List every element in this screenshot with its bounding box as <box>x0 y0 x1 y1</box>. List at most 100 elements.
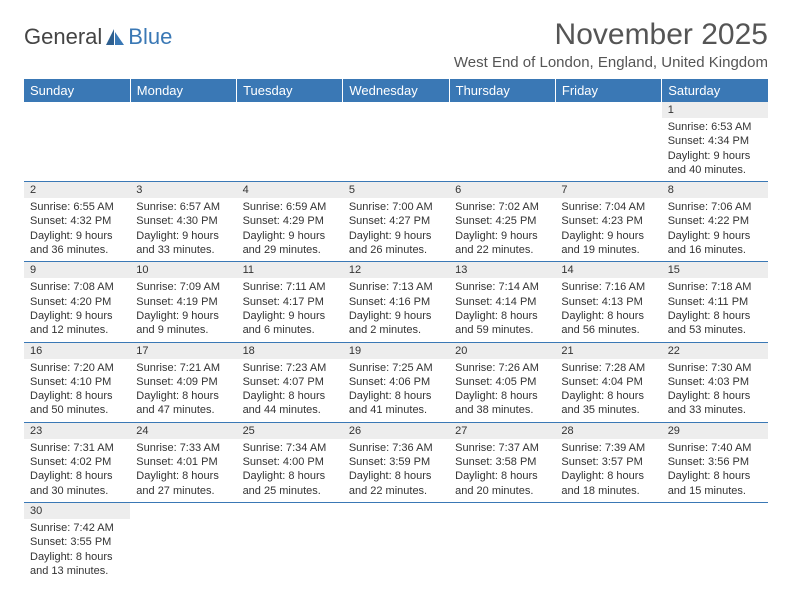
page-title: November 2025 <box>454 18 768 52</box>
day-number: 4 <box>237 182 343 198</box>
calendar-cell: 2Sunrise: 6:55 AMSunset: 4:32 PMDaylight… <box>24 182 130 262</box>
calendar-cell <box>130 502 236 582</box>
day-number: 24 <box>130 423 236 439</box>
calendar-cell: 13Sunrise: 7:14 AMSunset: 4:14 PMDayligh… <box>449 262 555 342</box>
calendar-cell: 30Sunrise: 7:42 AMSunset: 3:55 PMDayligh… <box>24 502 130 582</box>
weekday-header-row: Sunday Monday Tuesday Wednesday Thursday… <box>24 79 768 102</box>
calendar-cell: 22Sunrise: 7:30 AMSunset: 4:03 PMDayligh… <box>662 342 768 422</box>
day-data: Sunrise: 6:55 AMSunset: 4:32 PMDaylight:… <box>24 198 130 261</box>
day-data: Sunrise: 7:23 AMSunset: 4:07 PMDaylight:… <box>237 359 343 422</box>
day-number: 14 <box>555 262 661 278</box>
calendar-cell: 21Sunrise: 7:28 AMSunset: 4:04 PMDayligh… <box>555 342 661 422</box>
calendar-cell <box>555 502 661 582</box>
calendar-cell: 7Sunrise: 7:04 AMSunset: 4:23 PMDaylight… <box>555 182 661 262</box>
logo: General Blue <box>24 18 172 50</box>
day-data: Sunrise: 7:20 AMSunset: 4:10 PMDaylight:… <box>24 359 130 422</box>
calendar-cell: 26Sunrise: 7:36 AMSunset: 3:59 PMDayligh… <box>343 422 449 502</box>
calendar-row: 2Sunrise: 6:55 AMSunset: 4:32 PMDaylight… <box>24 182 768 262</box>
day-number: 1 <box>662 102 768 118</box>
day-data: Sunrise: 7:42 AMSunset: 3:55 PMDaylight:… <box>24 519 130 582</box>
day-data: Sunrise: 7:04 AMSunset: 4:23 PMDaylight:… <box>555 198 661 261</box>
weekday-header: Friday <box>555 79 661 102</box>
weekday-header: Wednesday <box>343 79 449 102</box>
day-data: Sunrise: 7:31 AMSunset: 4:02 PMDaylight:… <box>24 439 130 502</box>
day-data: Sunrise: 7:21 AMSunset: 4:09 PMDaylight:… <box>130 359 236 422</box>
day-number: 16 <box>24 343 130 359</box>
day-data: Sunrise: 7:08 AMSunset: 4:20 PMDaylight:… <box>24 278 130 341</box>
calendar-cell <box>343 502 449 582</box>
calendar-cell <box>130 102 236 182</box>
day-number: 30 <box>24 503 130 519</box>
calendar-cell <box>237 102 343 182</box>
day-number: 2 <box>24 182 130 198</box>
day-data: Sunrise: 7:06 AMSunset: 4:22 PMDaylight:… <box>662 198 768 261</box>
calendar-cell: 11Sunrise: 7:11 AMSunset: 4:17 PMDayligh… <box>237 262 343 342</box>
calendar-cell <box>449 502 555 582</box>
calendar-cell <box>24 102 130 182</box>
day-number: 23 <box>24 423 130 439</box>
day-number: 9 <box>24 262 130 278</box>
logo-text-1: General <box>24 24 102 50</box>
day-data: Sunrise: 7:33 AMSunset: 4:01 PMDaylight:… <box>130 439 236 502</box>
day-number: 20 <box>449 343 555 359</box>
sail-icon <box>104 27 126 47</box>
calendar-cell: 1Sunrise: 6:53 AMSunset: 4:34 PMDaylight… <box>662 102 768 182</box>
day-data: Sunrise: 6:59 AMSunset: 4:29 PMDaylight:… <box>237 198 343 261</box>
day-data: Sunrise: 7:39 AMSunset: 3:57 PMDaylight:… <box>555 439 661 502</box>
day-number: 27 <box>449 423 555 439</box>
calendar-row: 16Sunrise: 7:20 AMSunset: 4:10 PMDayligh… <box>24 342 768 422</box>
day-data: Sunrise: 7:25 AMSunset: 4:06 PMDaylight:… <box>343 359 449 422</box>
calendar-cell: 5Sunrise: 7:00 AMSunset: 4:27 PMDaylight… <box>343 182 449 262</box>
day-data: Sunrise: 6:57 AMSunset: 4:30 PMDaylight:… <box>130 198 236 261</box>
day-number: 10 <box>130 262 236 278</box>
day-data: Sunrise: 7:00 AMSunset: 4:27 PMDaylight:… <box>343 198 449 261</box>
day-number: 12 <box>343 262 449 278</box>
day-data: Sunrise: 6:53 AMSunset: 4:34 PMDaylight:… <box>662 118 768 181</box>
day-data: Sunrise: 7:34 AMSunset: 4:00 PMDaylight:… <box>237 439 343 502</box>
calendar-cell: 27Sunrise: 7:37 AMSunset: 3:58 PMDayligh… <box>449 422 555 502</box>
day-data: Sunrise: 7:14 AMSunset: 4:14 PMDaylight:… <box>449 278 555 341</box>
header: General Blue November 2025 West End of L… <box>24 18 768 71</box>
calendar-cell: 9Sunrise: 7:08 AMSunset: 4:20 PMDaylight… <box>24 262 130 342</box>
weekday-header: Monday <box>130 79 236 102</box>
calendar-cell: 28Sunrise: 7:39 AMSunset: 3:57 PMDayligh… <box>555 422 661 502</box>
calendar-cell: 17Sunrise: 7:21 AMSunset: 4:09 PMDayligh… <box>130 342 236 422</box>
calendar-table: Sunday Monday Tuesday Wednesday Thursday… <box>24 79 768 582</box>
calendar-cell: 20Sunrise: 7:26 AMSunset: 4:05 PMDayligh… <box>449 342 555 422</box>
day-data: Sunrise: 7:18 AMSunset: 4:11 PMDaylight:… <box>662 278 768 341</box>
calendar-cell <box>343 102 449 182</box>
weekday-header: Sunday <box>24 79 130 102</box>
day-number: 6 <box>449 182 555 198</box>
calendar-cell <box>449 102 555 182</box>
logo-text-2: Blue <box>128 24 172 50</box>
calendar-cell: 19Sunrise: 7:25 AMSunset: 4:06 PMDayligh… <box>343 342 449 422</box>
calendar-cell: 15Sunrise: 7:18 AMSunset: 4:11 PMDayligh… <box>662 262 768 342</box>
day-number: 22 <box>662 343 768 359</box>
calendar-cell: 8Sunrise: 7:06 AMSunset: 4:22 PMDaylight… <box>662 182 768 262</box>
day-number: 17 <box>130 343 236 359</box>
calendar-cell: 29Sunrise: 7:40 AMSunset: 3:56 PMDayligh… <box>662 422 768 502</box>
calendar-row: 23Sunrise: 7:31 AMSunset: 4:02 PMDayligh… <box>24 422 768 502</box>
day-number: 11 <box>237 262 343 278</box>
day-number: 29 <box>662 423 768 439</box>
day-number: 19 <box>343 343 449 359</box>
calendar-cell: 14Sunrise: 7:16 AMSunset: 4:13 PMDayligh… <box>555 262 661 342</box>
day-number: 5 <box>343 182 449 198</box>
day-data: Sunrise: 7:13 AMSunset: 4:16 PMDaylight:… <box>343 278 449 341</box>
calendar-cell: 25Sunrise: 7:34 AMSunset: 4:00 PMDayligh… <box>237 422 343 502</box>
day-number: 18 <box>237 343 343 359</box>
day-number: 21 <box>555 343 661 359</box>
day-data: Sunrise: 7:37 AMSunset: 3:58 PMDaylight:… <box>449 439 555 502</box>
calendar-cell: 23Sunrise: 7:31 AMSunset: 4:02 PMDayligh… <box>24 422 130 502</box>
day-number: 3 <box>130 182 236 198</box>
day-data: Sunrise: 7:02 AMSunset: 4:25 PMDaylight:… <box>449 198 555 261</box>
day-data: Sunrise: 7:26 AMSunset: 4:05 PMDaylight:… <box>449 359 555 422</box>
calendar-row: 9Sunrise: 7:08 AMSunset: 4:20 PMDaylight… <box>24 262 768 342</box>
calendar-row: 30Sunrise: 7:42 AMSunset: 3:55 PMDayligh… <box>24 502 768 582</box>
calendar-cell: 6Sunrise: 7:02 AMSunset: 4:25 PMDaylight… <box>449 182 555 262</box>
day-data: Sunrise: 7:36 AMSunset: 3:59 PMDaylight:… <box>343 439 449 502</box>
day-data: Sunrise: 7:40 AMSunset: 3:56 PMDaylight:… <box>662 439 768 502</box>
day-number: 28 <box>555 423 661 439</box>
calendar-cell: 24Sunrise: 7:33 AMSunset: 4:01 PMDayligh… <box>130 422 236 502</box>
calendar-cell: 10Sunrise: 7:09 AMSunset: 4:19 PMDayligh… <box>130 262 236 342</box>
